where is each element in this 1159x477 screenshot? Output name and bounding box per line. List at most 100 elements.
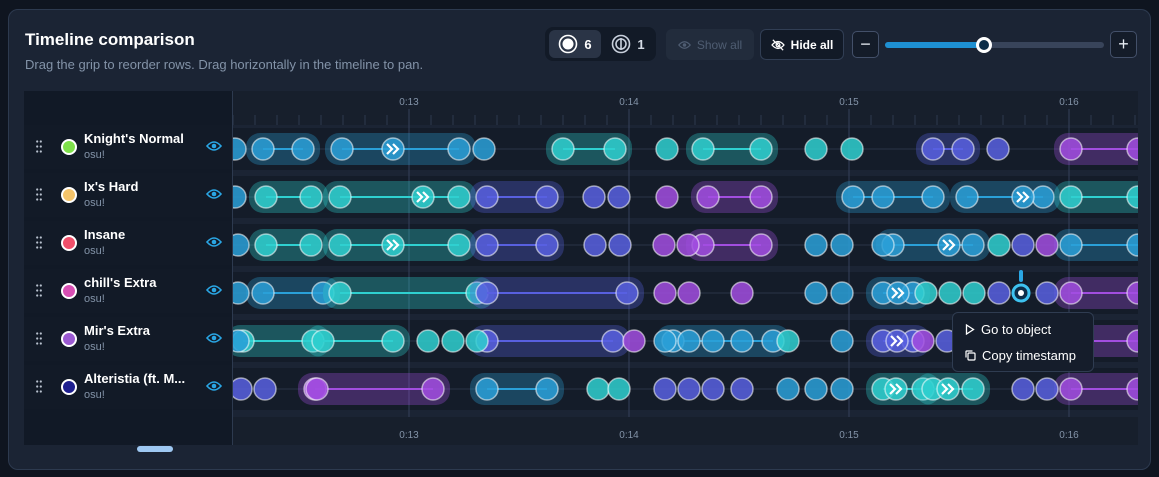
difficulty-color-dot [61,331,77,347]
hit-circle [233,233,250,257]
drag-grip-icon[interactable] [36,140,42,153]
hit-circle [421,377,445,401]
hit-circle [938,281,962,305]
hit-circle [254,185,278,209]
hide-all-label: Hide all [790,37,834,52]
visibility-eye-icon[interactable] [206,332,222,344]
hit-circle [583,233,607,257]
hit-circle [1126,185,1138,209]
visibility-eye-icon[interactable] [206,380,222,392]
visibility-eye-icon[interactable] [206,188,222,200]
drag-grip-icon[interactable] [36,380,42,393]
hit-circle [830,377,854,401]
hit-circle [1059,233,1083,257]
hit-circle [1126,329,1138,353]
hit-circle [841,185,865,209]
eye-icon [677,40,691,49]
object-type-toggle: 6 1 [545,27,656,61]
spinner-icon [612,34,631,54]
hit-circle [1059,281,1083,305]
reverse-arrow-icon [889,383,903,395]
hit-circle [607,377,631,401]
time-tick-label: 0:14 [619,430,639,441]
context-menu: Go to object Copy timestamp [952,312,1094,372]
row-label: Alteristia (ft. M... osu! [24,365,232,409]
hit-circle [986,137,1010,161]
hit-circle [233,377,253,401]
time-tick-label: 0:16 [1059,430,1079,441]
drag-grip-icon[interactable] [36,188,42,201]
drag-grip-icon[interactable] [36,284,42,297]
zoom-in-button[interactable]: + [1110,31,1137,58]
time-tick-label: 0:14 [619,97,639,108]
row-name: Ix's Hard [84,179,139,194]
hit-circle [551,137,575,161]
hit-circle [730,281,754,305]
row-mode: osu! [84,245,105,257]
menu-item-copy-timestamp[interactable]: Copy timestamp [965,348,1076,363]
menu-item-go-to-object[interactable]: Go to object [965,322,1051,337]
hit-circle [804,281,828,305]
hit-circle [1059,137,1083,161]
hit-circle [251,137,275,161]
zoom-slider-thumb[interactable] [975,37,992,53]
selected-hit-object-center [1018,290,1024,296]
row-label: Mir's Extra osu! [24,317,232,361]
time-tick-label: 0:13 [399,97,419,108]
hit-circle [871,233,895,257]
row-mode: osu! [84,341,105,353]
hit-circle [253,377,277,401]
row-name: Knight's Normal [84,131,184,146]
hit-circle [652,233,676,257]
hit-circle [1059,185,1083,209]
hit-circle [730,377,754,401]
hit-circle [441,329,465,353]
hit-circle [1011,377,1035,401]
hit-circle [951,137,975,161]
row-label: chill's Extra osu! [24,269,232,313]
spinner-count: 1 [637,36,645,52]
zoom-slider-fill [885,42,984,48]
row-name: chill's Extra [84,275,157,290]
hit-circle [608,233,632,257]
hit-circle [607,185,631,209]
visibility-eye-icon[interactable] [206,284,222,296]
visibility-eye-icon[interactable] [206,236,222,248]
hit-circle [416,329,440,353]
reverse-arrow-icon [386,143,400,155]
time-tick-label: 0:15 [839,430,859,441]
hit-circle [582,185,606,209]
hit-circle [962,281,986,305]
hit-circle [914,281,938,305]
timeline-area[interactable]: 0:13 0:13 0:14 0:14 0:15 0:15 0:16 0:16 [232,91,1138,445]
hit-circle [653,329,677,353]
show-all-button[interactable]: Show all [666,29,754,60]
hit-circle [475,281,499,305]
hit-circle [305,377,329,401]
play-icon [965,324,975,335]
row-label: Knight's Normal osu! [24,125,232,169]
timeline-canvas[interactable]: 0:13 0:13 0:14 0:14 0:15 0:15 0:16 0:16 [233,91,1138,445]
hit-circle [615,281,639,305]
row-name: Alteristia (ft. M... [84,371,186,386]
horizontal-scrollbar[interactable] [137,446,173,452]
drag-grip-icon[interactable] [36,332,42,345]
selection-marker [1019,270,1023,282]
zoom-slider[interactable] [885,37,1104,53]
hit-circle [233,137,247,161]
hit-circle [871,185,895,209]
hit-circle [535,185,559,209]
circle-mode-button[interactable]: 6 [549,30,601,58]
reverse-arrow-icon [941,383,955,395]
row-name: Insane [84,227,126,242]
visibility-eye-icon[interactable] [206,140,222,152]
spinner-mode-button[interactable]: 1 [603,30,653,58]
hit-circle [691,137,715,161]
hide-all-button[interactable]: Hide all [760,29,844,60]
hit-circle [653,377,677,401]
hit-circle [330,137,354,161]
hit-circle [776,377,800,401]
reverse-arrow-icon [1016,191,1030,203]
drag-grip-icon[interactable] [36,236,42,249]
zoom-out-button[interactable]: − [852,31,879,58]
